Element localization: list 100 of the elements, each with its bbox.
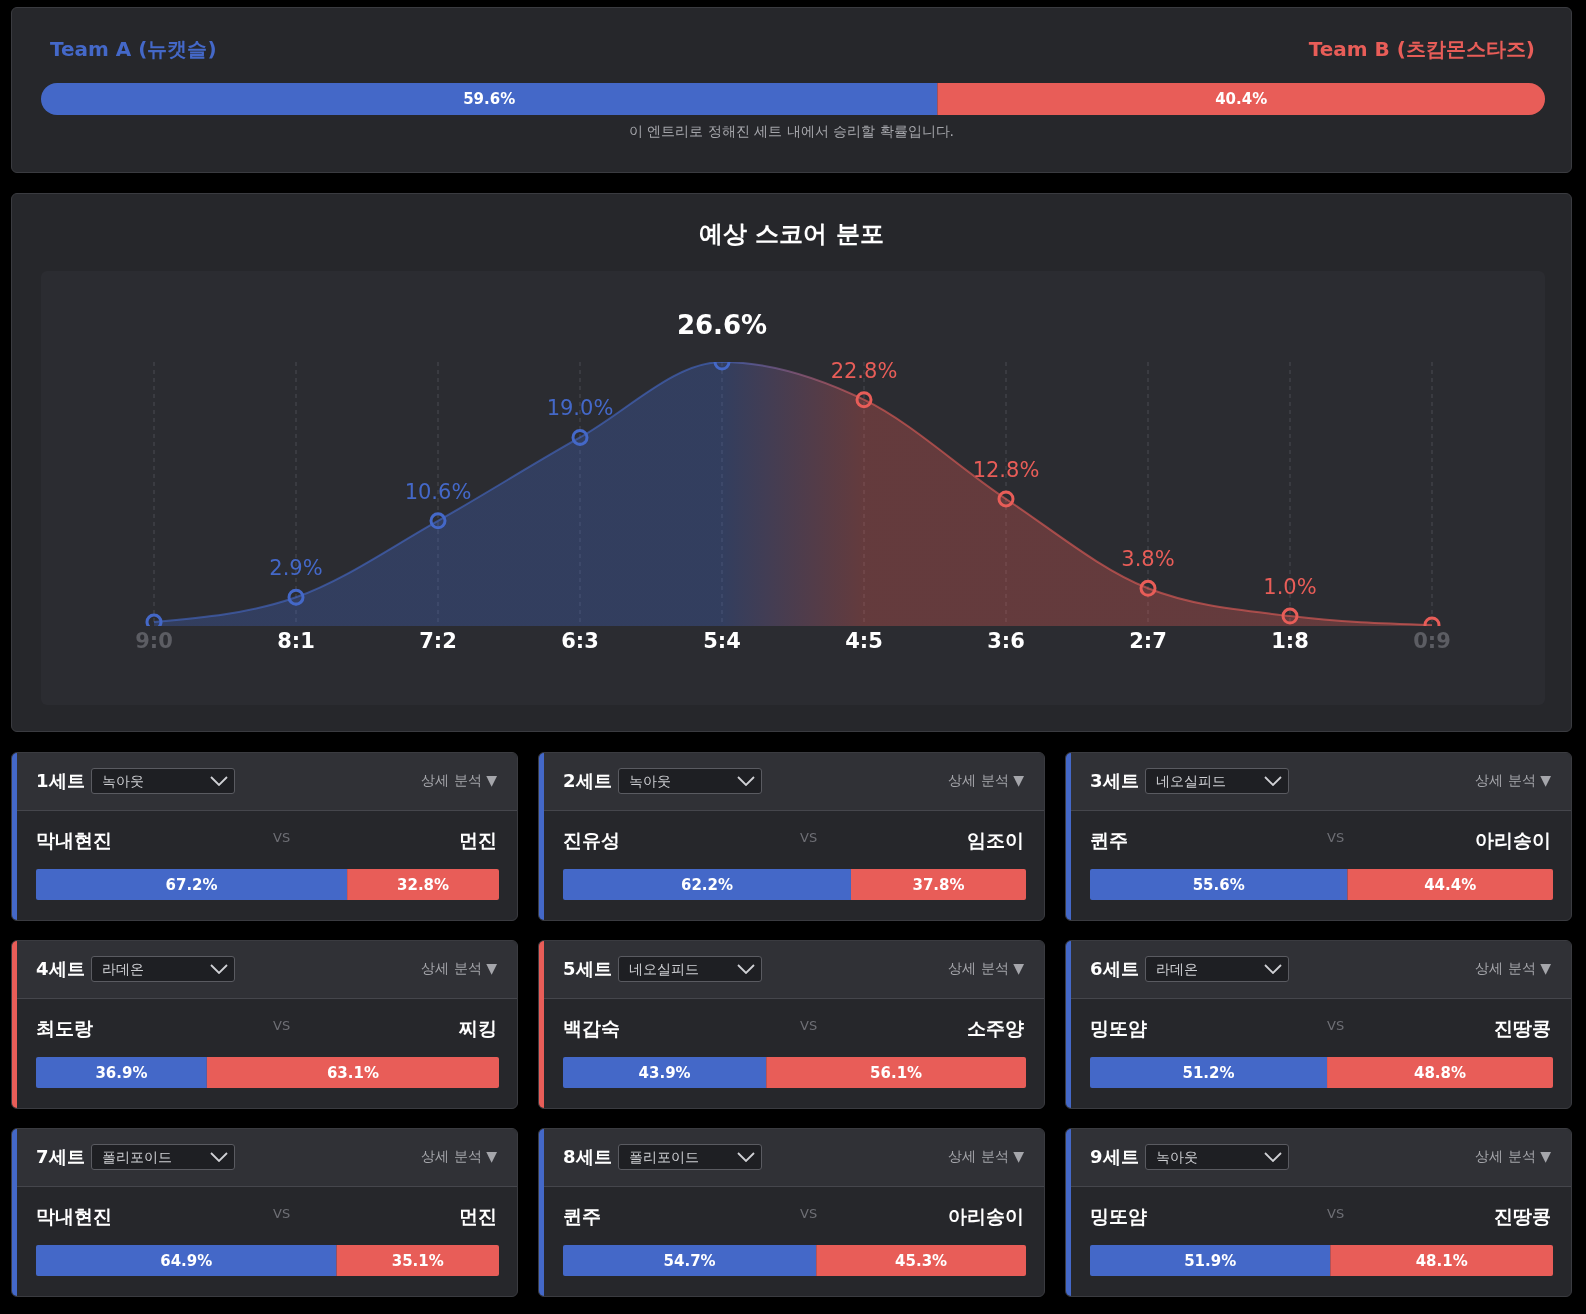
series-label: 아리송이: [948, 1204, 1024, 1229]
text: VS: [800, 1018, 818, 1033]
dropdown-field: 폴리포이드: [91, 1144, 235, 1170]
data-label: 10.6%: [404, 479, 472, 504]
data-label: 22.8%: [830, 358, 898, 383]
series-label: Team A (뉴캣슬): [50, 36, 217, 63]
data-label: 44.4%: [1424, 875, 1477, 894]
data-label: 51.9%: [1184, 1251, 1237, 1270]
point: [855, 391, 873, 409]
data-label: 36.9%: [95, 1063, 148, 1082]
series-label: 먼진: [459, 1204, 497, 1229]
data-label: 12.8%: [972, 457, 1040, 482]
data-label: 64.9%: [160, 1251, 213, 1270]
series-label: 백갑숙: [563, 1016, 620, 1041]
series-label: 소주양: [967, 1016, 1024, 1041]
dropdown-field: 라데온: [1145, 956, 1289, 982]
text: 상세 분석 ▼: [948, 960, 1024, 978]
text: VS: [800, 1206, 818, 1221]
data-label: 32.8%: [397, 875, 450, 894]
series-label: 막내현진: [36, 1204, 112, 1229]
dropdown-field: 네오실피드: [1145, 768, 1289, 794]
x-tick-label: 2:7: [1129, 629, 1167, 653]
data-label: 1.0%: [1263, 575, 1317, 600]
series-label: 임조이: [967, 828, 1024, 853]
data-label: 48.1%: [1415, 1251, 1468, 1270]
point: [1139, 579, 1157, 597]
text: VS: [273, 1018, 291, 1033]
text: 상세 분석 ▼: [948, 1148, 1024, 1166]
data-label: 40.4%: [1215, 90, 1268, 108]
data-label: 62.2%: [680, 875, 734, 894]
x-tick-label: 8:1: [277, 629, 315, 653]
x-tick-label: 1:8: [1271, 629, 1309, 653]
text: 이 엔트리로 정해진 세트 내에서 승리할 확률입니다.: [627, 123, 956, 141]
series-label: 밍또얌: [1090, 1016, 1147, 1041]
text: 상세 분석 ▼: [948, 772, 1024, 790]
dropdown-field: 녹아웃: [618, 768, 762, 794]
x-tick-label: 3:6: [987, 629, 1025, 653]
chart-title: 2세트: [563, 769, 612, 793]
text: 상세 분석 ▼: [1475, 772, 1551, 790]
point: [997, 490, 1015, 508]
series-label: 먼진: [459, 828, 497, 853]
series-label: 밍또얌: [1090, 1204, 1147, 1229]
chart-title: 9세트: [1090, 1145, 1139, 1169]
text: 상세 분석 ▼: [1475, 960, 1551, 978]
series-label: 막내현진: [36, 828, 112, 853]
point: [429, 512, 447, 530]
dropdown-field: 네오실피드: [618, 956, 762, 982]
text: VS: [1327, 1206, 1345, 1221]
chart-title: 4세트: [36, 957, 85, 981]
series-label: 최도랑: [36, 1016, 93, 1041]
chart-title: 8세트: [563, 1145, 612, 1169]
text: VS: [1327, 1018, 1345, 1033]
data-label: 54.7%: [663, 1251, 716, 1270]
chart-title: 1세트: [36, 769, 85, 793]
chart-title: 5세트: [563, 957, 612, 981]
text: 상세 분석 ▼: [421, 960, 497, 978]
series-label: 퀸주: [563, 1204, 601, 1229]
text: 상세 분석 ▼: [421, 772, 497, 790]
data-label: 37.8%: [912, 875, 965, 894]
text: 상세 분석 ▼: [1475, 1148, 1551, 1166]
series-label: 찌킹: [459, 1016, 497, 1041]
data-label: 35.1%: [391, 1251, 444, 1270]
series-label: 아리송이: [1475, 828, 1551, 853]
dropdown-field: 녹아웃: [1145, 1144, 1289, 1170]
text: VS: [1327, 830, 1345, 845]
data-label: 45.3%: [895, 1251, 948, 1270]
data-label: 55.6%: [1192, 875, 1245, 894]
point: [1281, 607, 1299, 625]
x-tick-label: 5:4: [703, 629, 741, 653]
series-label: 진유성: [563, 828, 620, 853]
x-tick-label: 7:2: [419, 629, 457, 653]
dropdown-field: 녹아웃: [91, 768, 235, 794]
dropdown-field: 라데온: [91, 956, 235, 982]
x-tick-label: 4:5: [845, 629, 883, 653]
series-label: 진땅콩: [1494, 1204, 1551, 1229]
point: [287, 588, 305, 606]
text: VS: [800, 830, 818, 845]
data-label: 67.2%: [165, 875, 218, 894]
series-label: 퀸주: [1090, 828, 1128, 853]
dropdown-field: 폴리포이드: [618, 1144, 762, 1170]
data-label: 63.1%: [326, 1063, 379, 1082]
point: [571, 428, 589, 446]
data-label: 19.0%: [546, 396, 614, 421]
text: VS: [273, 1206, 291, 1221]
series-label: Team B (츠캄몬스타즈): [1308, 36, 1535, 63]
series-label: 진땅콩: [1494, 1016, 1551, 1041]
chart-title: 7세트: [36, 1145, 85, 1169]
data-label: 26.6%: [676, 310, 768, 340]
data-label: 3.8%: [1121, 547, 1175, 572]
text: VS: [273, 830, 291, 845]
chart-title: 6세트: [1090, 957, 1139, 981]
text: 상세 분석 ▼: [421, 1148, 497, 1166]
chart-title: 3세트: [1090, 769, 1139, 793]
chart-title: 예상 스코어 분포: [698, 219, 885, 250]
data-label: 56.1%: [870, 1063, 923, 1082]
x-tick-label: 6:3: [561, 629, 599, 653]
data-label: 51.2%: [1182, 1063, 1235, 1082]
data-label: 59.6%: [463, 90, 516, 108]
data-label: 2.9%: [269, 556, 323, 581]
data-label: 43.9%: [638, 1063, 691, 1082]
